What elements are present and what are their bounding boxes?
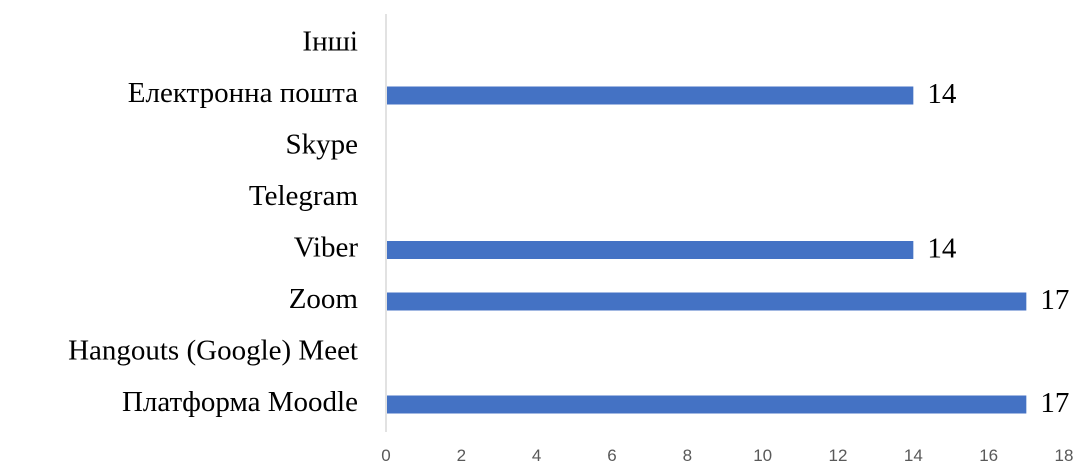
category-label: Zoom [289,283,359,315]
category-label: Hangouts (Google) Meet [68,335,358,367]
category-label: Інші [302,26,358,58]
x-tick-label: 0 [381,446,390,465]
category-label: Skype [286,129,359,161]
x-tick-label: 14 [904,446,923,465]
data-label: 17 [1040,284,1069,316]
bar [387,86,914,105]
bars [387,86,1027,414]
x-tick-label: 16 [979,446,998,465]
bar [387,241,914,259]
data-label: 14 [927,78,957,110]
x-tick-label: 6 [607,446,616,465]
data-labels: 14 14 17 17 [927,78,1069,419]
x-tick-label: 10 [753,446,772,465]
x-tick-label: 2 [457,446,466,465]
x-tick-label: 12 [829,446,848,465]
data-label: 17 [1040,387,1069,419]
category-label: Платформа Moodle [122,386,358,418]
category-labels: Інші Електронна пошта Skype Telegram Viber Zo… [68,26,358,419]
category-label: Viber [294,232,359,264]
category-label: Електронна пошта [128,77,358,109]
x-axis-tick-labels: 0 2 4 6 8 10 12 14 16 18 [381,446,1073,465]
data-label: 14 [927,233,957,265]
x-tick-label: 18 [1055,446,1074,465]
bar [387,292,1027,311]
category-label: Telegram [249,180,359,212]
x-tick-label: 4 [532,446,541,465]
bar [387,395,1027,414]
x-tick-label: 8 [683,446,692,465]
